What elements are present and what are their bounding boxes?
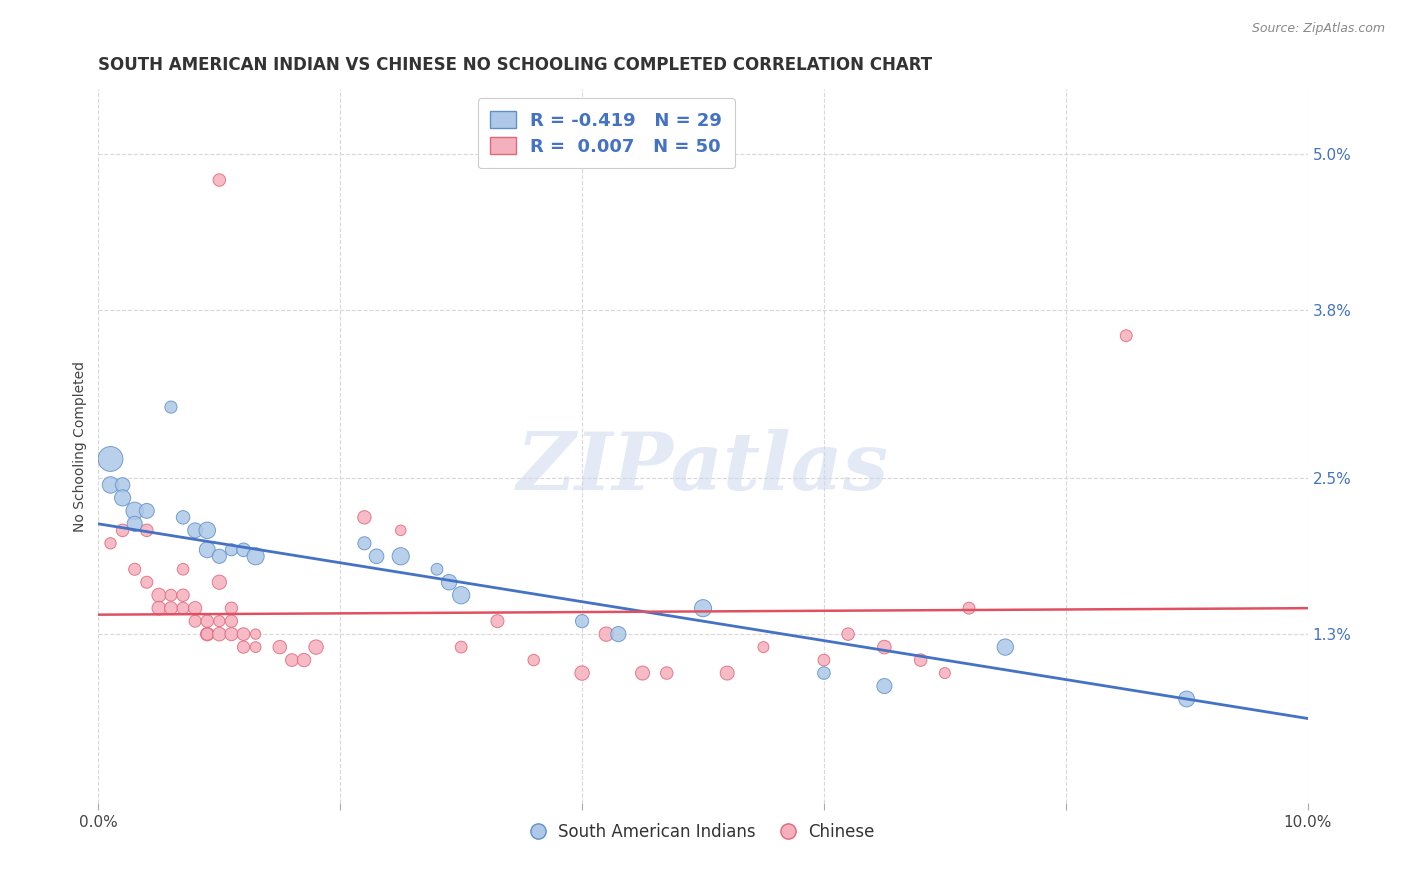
Legend: South American Indians, Chinese: South American Indians, Chinese xyxy=(526,817,880,848)
Point xyxy=(873,679,896,693)
Point xyxy=(111,491,134,505)
Point xyxy=(184,601,207,615)
Point xyxy=(692,601,714,615)
Point xyxy=(184,524,207,538)
Point xyxy=(245,640,267,654)
Point xyxy=(232,542,254,557)
Point xyxy=(160,588,183,602)
Point xyxy=(111,524,134,538)
Point xyxy=(232,627,254,641)
Point xyxy=(607,627,630,641)
Point xyxy=(366,549,388,564)
Point xyxy=(353,536,375,550)
Point xyxy=(813,666,835,681)
Point xyxy=(245,627,267,641)
Point xyxy=(208,575,231,590)
Point xyxy=(305,640,328,654)
Point xyxy=(595,627,617,641)
Point xyxy=(208,627,231,641)
Point xyxy=(208,549,231,564)
Point xyxy=(910,653,932,667)
Point xyxy=(100,478,122,492)
Point xyxy=(100,452,122,467)
Point xyxy=(195,627,218,641)
Point xyxy=(195,524,218,538)
Point xyxy=(172,510,194,524)
Point xyxy=(353,510,375,524)
Point xyxy=(148,601,170,615)
Point xyxy=(160,601,183,615)
Point xyxy=(523,653,546,667)
Point xyxy=(160,400,183,414)
Point xyxy=(873,640,896,654)
Point xyxy=(1175,692,1198,706)
Point xyxy=(437,575,460,590)
Point xyxy=(450,640,472,654)
Point xyxy=(1115,328,1137,343)
Point xyxy=(655,666,678,681)
Point xyxy=(172,562,194,576)
Point xyxy=(195,627,218,641)
Point xyxy=(148,588,170,602)
Point xyxy=(631,666,654,681)
Point xyxy=(292,653,315,667)
Point xyxy=(172,601,194,615)
Text: Source: ZipAtlas.com: Source: ZipAtlas.com xyxy=(1251,22,1385,36)
Point xyxy=(135,575,157,590)
Text: SOUTH AMERICAN INDIAN VS CHINESE NO SCHOOLING COMPLETED CORRELATION CHART: SOUTH AMERICAN INDIAN VS CHINESE NO SCHO… xyxy=(98,56,932,74)
Point xyxy=(195,614,218,628)
Point xyxy=(716,666,738,681)
Point xyxy=(389,524,412,538)
Point xyxy=(221,601,243,615)
Point xyxy=(934,666,956,681)
Point xyxy=(208,614,231,628)
Point xyxy=(124,516,146,531)
Point xyxy=(135,524,157,538)
Point xyxy=(172,588,194,602)
Point xyxy=(389,549,412,564)
Point xyxy=(837,627,859,641)
Point xyxy=(124,504,146,518)
Point xyxy=(571,614,593,628)
Point xyxy=(450,588,472,602)
Point xyxy=(813,653,835,667)
Point xyxy=(752,640,775,654)
Point xyxy=(221,614,243,628)
Point xyxy=(571,666,593,681)
Point xyxy=(426,562,449,576)
Point xyxy=(269,640,291,654)
Point xyxy=(208,173,231,187)
Y-axis label: No Schooling Completed: No Schooling Completed xyxy=(73,360,87,532)
Point xyxy=(195,542,218,557)
Point xyxy=(100,536,122,550)
Point xyxy=(135,504,157,518)
Point xyxy=(111,478,134,492)
Text: ZIPatlas: ZIPatlas xyxy=(517,429,889,506)
Point xyxy=(184,614,207,628)
Point xyxy=(124,562,146,576)
Point xyxy=(957,601,980,615)
Point xyxy=(221,542,243,557)
Point xyxy=(245,549,267,564)
Point xyxy=(232,640,254,654)
Point xyxy=(281,653,304,667)
Point xyxy=(994,640,1017,654)
Point xyxy=(486,614,509,628)
Point xyxy=(221,627,243,641)
